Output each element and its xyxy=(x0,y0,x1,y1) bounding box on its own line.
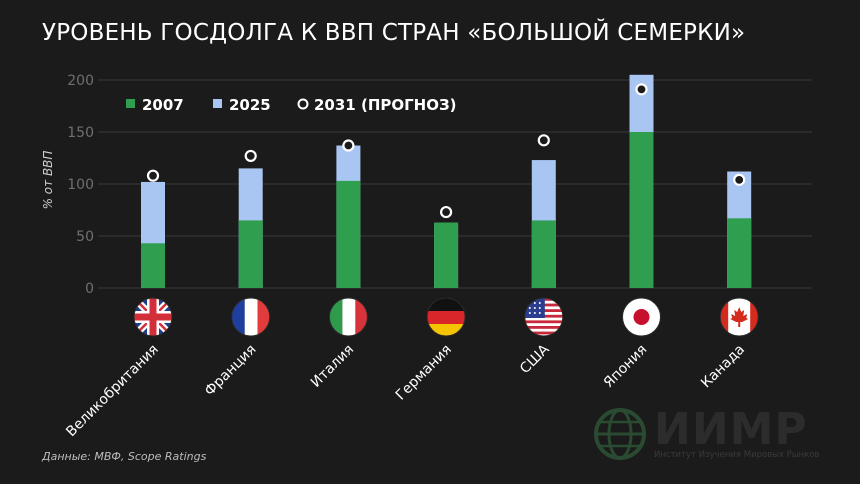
japan-flag xyxy=(622,297,661,337)
bar-2007 xyxy=(141,243,165,288)
globe-icon xyxy=(594,408,646,460)
bar-2007 xyxy=(531,220,556,288)
x-axis-label: Италия xyxy=(308,342,357,391)
y-axis-ticks: 0 50 100 150 200 xyxy=(67,73,94,297)
legend: 2007 2025 2031 (ПРОГНОЗ) xyxy=(126,96,457,114)
bar-2007 xyxy=(336,180,361,288)
x-axis-label: Япония xyxy=(601,342,651,392)
x-axis-label: США xyxy=(517,341,553,377)
logo-name: ИИМР xyxy=(654,404,808,455)
y-tick-label: 150 xyxy=(67,125,94,141)
legend-item: 2007 xyxy=(126,96,184,114)
italy-flag xyxy=(328,297,368,337)
canada-flag xyxy=(719,297,759,337)
bar-2007 xyxy=(727,218,752,288)
france-flag xyxy=(231,297,271,337)
bar-2007 xyxy=(434,222,459,288)
forecast-marker xyxy=(733,173,746,186)
forecast-marker xyxy=(537,134,550,147)
forecast-marker xyxy=(244,149,257,163)
source-note: Данные: МВФ, Scope Ratings xyxy=(42,450,207,463)
legend-item: 2031 (ПРОГНОЗ) xyxy=(297,96,457,114)
bars xyxy=(141,74,752,288)
forecast-marker xyxy=(440,205,453,219)
usa-flag xyxy=(524,297,564,337)
bar-2007 xyxy=(238,220,263,288)
y-tick-label: 100 xyxy=(67,177,94,193)
legend-item: 2025 xyxy=(213,96,271,114)
y-tick-label: 200 xyxy=(67,73,94,89)
y-tick-label: 0 xyxy=(85,281,94,297)
y-axis-title: % от ВВП xyxy=(41,151,55,210)
forecast-marker xyxy=(146,169,160,182)
x-axis-label: Германия xyxy=(393,342,455,404)
legend-label: 2031 (ПРОГНОЗ) xyxy=(314,96,457,114)
logo-subtitle: Институт Изучения Мировых Рынков xyxy=(654,450,820,460)
x-axis-label: Франция xyxy=(202,342,260,400)
legend-label: 2025 xyxy=(229,96,271,114)
legend-label: 2007 xyxy=(142,96,184,114)
uk-flag xyxy=(133,297,173,337)
bar-2007 xyxy=(629,132,654,288)
forecast-markers xyxy=(146,83,746,219)
legend-swatch xyxy=(126,99,135,108)
legend-swatch xyxy=(213,99,222,108)
chart-title: УРОВЕНЬ ГОСДОЛГА К ВВП СТРАН «БОЛЬШОЙ СЕ… xyxy=(42,20,746,46)
x-axis-label: Великобритания xyxy=(63,342,162,441)
forecast-marker xyxy=(342,139,355,152)
flags xyxy=(133,297,759,337)
y-tick-label: 50 xyxy=(76,229,94,245)
y-axis-title-group: % от ВВП xyxy=(41,151,55,210)
germany-flag xyxy=(426,297,466,337)
x-axis-label: Канада xyxy=(698,342,748,392)
logo: ИИМР Институт Изучения Мировых Рынков xyxy=(592,404,832,464)
legend-swatch xyxy=(297,98,309,110)
forecast-marker xyxy=(635,83,648,96)
